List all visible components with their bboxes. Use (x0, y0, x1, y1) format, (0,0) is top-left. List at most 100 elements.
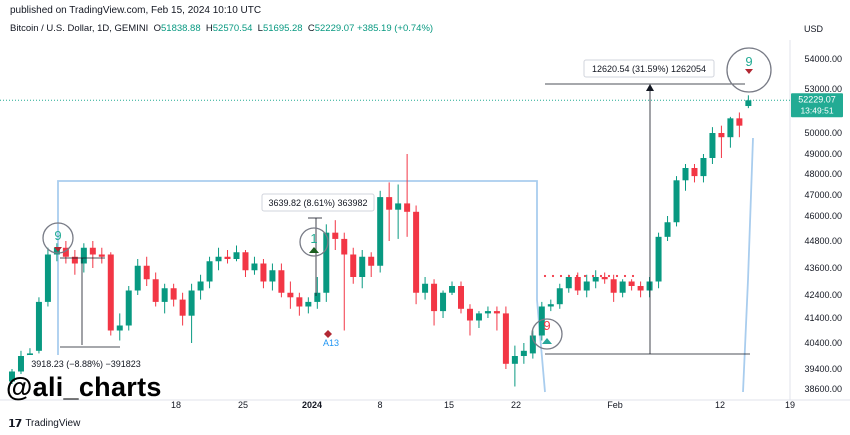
candle-body (305, 301, 312, 307)
price-tick-label: 49000.00 (804, 149, 842, 159)
buy-arrow-icon (309, 247, 319, 253)
measure-up-label: 12620.54 (31.59%) 1262054 (592, 64, 706, 74)
candle-body (296, 297, 303, 307)
candle-body (116, 325, 123, 331)
resistance-dot (615, 274, 619, 278)
candle-body (529, 335, 536, 354)
candle-body (619, 281, 626, 293)
candle-body (53, 247, 60, 255)
candle-body (368, 256, 375, 266)
price-tick-label: 40400.00 (804, 338, 842, 348)
candle-body (655, 236, 662, 282)
candle-body (745, 100, 752, 107)
time-tick-label: 8 (377, 400, 382, 410)
price-tick-label: 42400.00 (804, 290, 842, 300)
candle-body (179, 299, 186, 316)
ohlc-open: O51838.88 (150, 23, 201, 34)
candle-body (458, 286, 464, 309)
candle-body (332, 232, 339, 239)
candle-body (188, 290, 195, 316)
candle-body (215, 256, 222, 262)
candle-body (98, 254, 105, 257)
candle-body (17, 356, 24, 372)
last-price-tag (791, 93, 843, 118)
candle-body (224, 256, 231, 259)
time-tick-label: 18 (171, 400, 181, 410)
candle-body (80, 247, 87, 264)
watermark: @ali_charts (6, 372, 162, 402)
candle-body (44, 254, 51, 302)
candle-body (377, 197, 384, 266)
resistance-dot (551, 274, 555, 278)
sell-arrow-icon (54, 247, 62, 252)
ohlc-low: L51695.28 (255, 23, 303, 34)
resistance-dot (543, 274, 547, 278)
candle-body (592, 277, 599, 282)
price-tick-label: 50000.00 (804, 128, 842, 138)
candle-body (547, 304, 554, 307)
price-tick-label: 39400.00 (804, 364, 842, 374)
candle-body (682, 168, 689, 181)
candle-body (161, 288, 168, 302)
resistance-dot (591, 274, 595, 278)
candle-body (413, 211, 420, 293)
tradingview-icon: 𝟭𝟳 (8, 418, 22, 430)
candle-body (404, 203, 411, 212)
candle-body (134, 265, 141, 291)
brand-name: TradingView (25, 418, 81, 429)
td-circle (726, 47, 772, 93)
candle-body (386, 197, 393, 210)
candle-body (440, 292, 447, 312)
candle-body (125, 290, 132, 326)
candle-body (574, 277, 581, 291)
candle-body (71, 256, 78, 264)
candle-body (422, 283, 429, 293)
resistance-dot (631, 274, 635, 278)
candle-body (431, 283, 438, 312)
candle-body (242, 252, 249, 271)
td-circle (42, 222, 74, 254)
td-count-label: 9 (54, 228, 61, 243)
candle-body (206, 261, 213, 282)
currency-label[interactable]: USD (804, 24, 824, 34)
sell-arrow-icon (745, 69, 753, 74)
candle-body (628, 281, 635, 286)
price-tick-label: 53000.00 (804, 84, 842, 94)
td-count-label: 9 (745, 54, 752, 69)
candle-body (664, 222, 671, 237)
price-tick-label: 43600.00 (804, 263, 842, 273)
candle-body (601, 277, 608, 280)
symbol-legend: Bitcoin / U.S. Dollar, 1D, GEMINI O51838… (10, 23, 433, 34)
candle-body (143, 265, 150, 280)
candle-body (350, 254, 357, 277)
candle-body (520, 350, 527, 356)
resistance-dot (559, 274, 563, 278)
resistance-dot (599, 274, 603, 278)
candle-body (511, 356, 518, 364)
a13-marker-icon (324, 330, 332, 338)
symbol-title[interactable]: Bitcoin / U.S. Dollar, 1D, GEMINI (10, 23, 149, 34)
time-tick-label: 15 (444, 400, 454, 410)
a13-label: A13 (323, 338, 339, 348)
time-tick-label: 19 (785, 400, 795, 410)
resistance-dot (567, 274, 571, 278)
candle-body (646, 281, 653, 291)
candle-body (359, 256, 366, 277)
price-tick-label: 54000.00 (804, 54, 842, 64)
time-tick-label: Feb (607, 400, 623, 410)
candle-body (736, 118, 743, 126)
time-tick-label: 22 (511, 400, 521, 410)
time-tick-label: 25 (238, 400, 248, 410)
candle-body (152, 279, 159, 302)
resistance-dot (575, 274, 579, 278)
measure-up-arrow (646, 84, 654, 91)
tradingview-logo[interactable]: 𝟭𝟳 TradingView (8, 417, 80, 430)
ohlc-close: C52229.07 (305, 23, 355, 34)
candle-body (26, 353, 33, 356)
candle-body (9, 371, 15, 382)
candle-body (700, 158, 707, 177)
price-tick-label: 44800.00 (804, 236, 842, 246)
candle-body (323, 232, 330, 293)
candle-body (449, 286, 456, 293)
